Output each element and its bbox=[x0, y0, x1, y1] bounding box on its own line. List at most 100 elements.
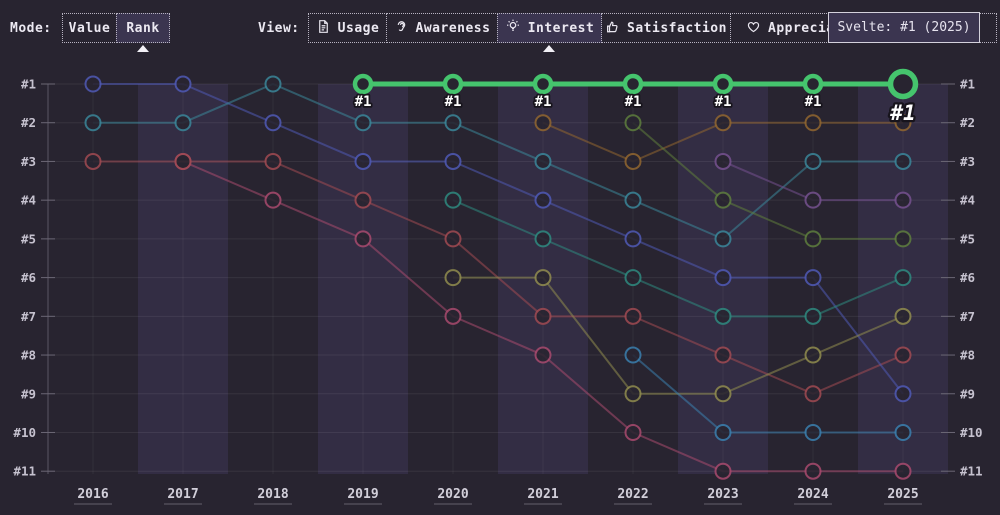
data-point-pink[interactable] bbox=[534, 346, 552, 364]
data-point-indigo[interactable] bbox=[444, 152, 462, 170]
data-point-teal[interactable] bbox=[804, 152, 822, 170]
data-point-red[interactable] bbox=[804, 385, 822, 403]
data-point-olive[interactable] bbox=[894, 307, 912, 325]
rank-axis-label-left: #7 bbox=[21, 309, 36, 324]
data-point-olive[interactable] bbox=[624, 385, 642, 403]
data-point-indigo[interactable] bbox=[804, 269, 822, 287]
data-point-olive[interactable] bbox=[804, 346, 822, 364]
data-point-moss[interactable] bbox=[894, 230, 912, 248]
mode-rank-button[interactable]: Rank bbox=[116, 13, 170, 43]
mode-label: Mode: bbox=[10, 21, 52, 36]
mode-value-label: Value bbox=[68, 20, 111, 36]
data-point-amber[interactable] bbox=[894, 114, 912, 132]
data-point-indigo[interactable] bbox=[714, 269, 732, 287]
rank-point-label: #1 bbox=[535, 94, 552, 110]
year-band bbox=[138, 84, 228, 474]
year-label[interactable]: 2025 bbox=[887, 487, 918, 502]
year-label[interactable]: 2023 bbox=[707, 487, 738, 502]
data-point-teal[interactable] bbox=[624, 191, 642, 209]
data-point-seagreen[interactable] bbox=[894, 269, 912, 287]
data-point-teal[interactable] bbox=[264, 75, 282, 93]
data-point-azure[interactable] bbox=[894, 423, 912, 441]
series-line-azure bbox=[632, 354, 903, 434]
data-point-pink[interactable] bbox=[354, 230, 372, 248]
data-point-red[interactable] bbox=[354, 191, 372, 209]
lightbulb-icon bbox=[505, 18, 521, 38]
chart-tooltip: Svelte: #1 (2025) bbox=[828, 12, 980, 43]
data-point-red[interactable] bbox=[894, 346, 912, 364]
data-point-moss[interactable] bbox=[714, 191, 732, 209]
year-label[interactable]: 2018 bbox=[257, 487, 288, 502]
document-icon bbox=[316, 19, 331, 38]
data-point-purple[interactable] bbox=[804, 191, 822, 209]
data-point-seagreen[interactable] bbox=[624, 269, 642, 287]
data-point-svelte[interactable] bbox=[532, 73, 554, 95]
data-point-svelte[interactable] bbox=[802, 73, 824, 95]
rank-point-label: #1 bbox=[889, 101, 915, 125]
data-point-indigo[interactable] bbox=[354, 152, 372, 170]
data-point-svelte[interactable] bbox=[887, 68, 919, 100]
data-point-indigo[interactable] bbox=[534, 191, 552, 209]
data-point-pink[interactable] bbox=[804, 462, 822, 480]
data-point-indigo[interactable] bbox=[174, 75, 192, 93]
data-point-olive[interactable] bbox=[714, 385, 732, 403]
data-point-teal[interactable] bbox=[354, 114, 372, 132]
data-point-red[interactable] bbox=[84, 152, 102, 170]
data-point-seagreen[interactable] bbox=[804, 307, 822, 325]
data-point-amber[interactable] bbox=[624, 152, 642, 170]
rank-axis-label-right: #2 bbox=[960, 115, 975, 130]
data-point-amber[interactable] bbox=[714, 114, 732, 132]
data-point-teal[interactable] bbox=[444, 114, 462, 132]
data-point-pink[interactable] bbox=[714, 462, 732, 480]
year-label[interactable]: 2016 bbox=[77, 487, 108, 502]
data-point-teal[interactable] bbox=[534, 152, 552, 170]
year-label[interactable]: 2019 bbox=[347, 487, 378, 502]
year-label[interactable]: 2024 bbox=[797, 487, 828, 502]
data-point-olive[interactable] bbox=[534, 269, 552, 287]
data-point-amber[interactable] bbox=[804, 114, 822, 132]
data-point-seagreen[interactable] bbox=[534, 230, 552, 248]
year-label[interactable]: 2020 bbox=[437, 487, 468, 502]
data-point-teal[interactable] bbox=[714, 230, 732, 248]
thumbs-up-icon bbox=[605, 19, 620, 38]
data-point-red[interactable] bbox=[624, 307, 642, 325]
data-point-red[interactable] bbox=[444, 230, 462, 248]
data-point-purple[interactable] bbox=[714, 152, 732, 170]
rank-axis-label-left: #1 bbox=[21, 77, 36, 92]
data-point-pink[interactable] bbox=[444, 307, 462, 325]
rank-axis-label-right: #7 bbox=[960, 309, 975, 324]
data-point-svelte[interactable] bbox=[442, 73, 464, 95]
data-point-teal[interactable] bbox=[174, 114, 192, 132]
data-point-svelte[interactable] bbox=[712, 73, 734, 95]
data-point-svelte[interactable] bbox=[622, 73, 644, 95]
data-point-teal[interactable] bbox=[894, 152, 912, 170]
data-point-red[interactable] bbox=[534, 307, 552, 325]
data-point-red[interactable] bbox=[174, 152, 192, 170]
data-point-moss[interactable] bbox=[624, 114, 642, 132]
data-point-seagreen[interactable] bbox=[714, 307, 732, 325]
view-interest-button[interactable]: Interest bbox=[497, 13, 602, 43]
data-point-red[interactable] bbox=[714, 346, 732, 364]
data-point-pink[interactable] bbox=[624, 423, 642, 441]
data-point-indigo[interactable] bbox=[264, 114, 282, 132]
year-label[interactable]: 2017 bbox=[167, 487, 198, 502]
data-point-indigo[interactable] bbox=[84, 75, 102, 93]
data-point-pink[interactable] bbox=[264, 191, 282, 209]
mode-rank-label: Rank bbox=[126, 20, 160, 36]
data-point-indigo[interactable] bbox=[624, 230, 642, 248]
data-point-seagreen[interactable] bbox=[444, 191, 462, 209]
year-label[interactable]: 2021 bbox=[527, 487, 558, 502]
data-point-azure[interactable] bbox=[714, 423, 732, 441]
data-point-purple[interactable] bbox=[894, 191, 912, 209]
data-point-red[interactable] bbox=[264, 152, 282, 170]
data-point-indigo[interactable] bbox=[894, 385, 912, 403]
year-label[interactable]: 2022 bbox=[617, 487, 648, 502]
data-point-pink[interactable] bbox=[894, 462, 912, 480]
data-point-teal[interactable] bbox=[84, 114, 102, 132]
data-point-svelte[interactable] bbox=[352, 73, 374, 95]
data-point-azure[interactable] bbox=[804, 423, 822, 441]
data-point-moss[interactable] bbox=[804, 230, 822, 248]
data-point-azure[interactable] bbox=[624, 346, 642, 364]
data-point-amber[interactable] bbox=[534, 114, 552, 132]
data-point-olive[interactable] bbox=[444, 269, 462, 287]
